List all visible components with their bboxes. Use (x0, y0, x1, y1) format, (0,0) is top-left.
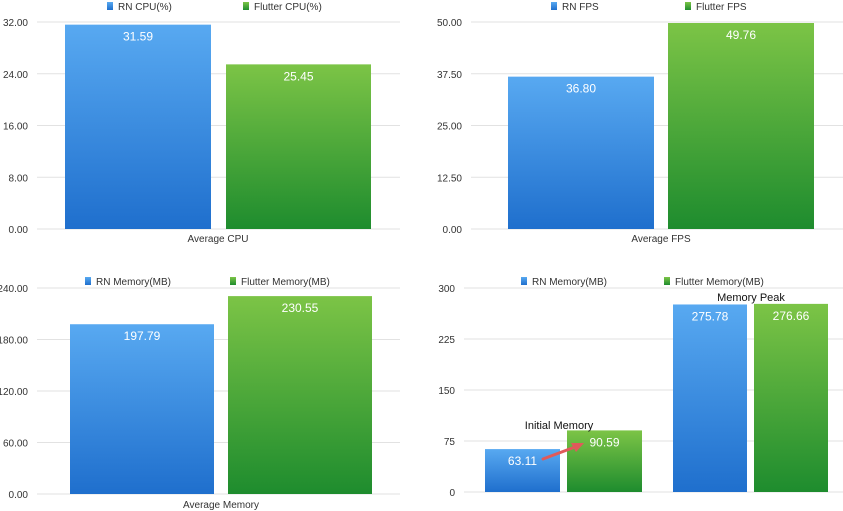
chart-4-annotation-peak: Memory Peak (717, 292, 785, 304)
chart-4-ytick-label: 75 (444, 437, 456, 448)
chart-1-ytick-label: 8.00 (9, 173, 29, 184)
chart-2-legend-swatch (551, 2, 557, 10)
chart-1-legend-swatch (107, 2, 113, 10)
chart-1-legend-label: RN CPU(%) (118, 2, 172, 13)
chart-4-value-label: 63.11 (508, 454, 537, 468)
chart-2-bar (508, 76, 654, 229)
chart-4-annotation-initial: Initial Memory (525, 420, 594, 432)
chart-4-value-label: 275.78 (692, 309, 729, 323)
chart-2-value-label: 36.80 (566, 82, 596, 96)
chart-1-ytick-label: 16.00 (3, 122, 28, 133)
chart-3-legend-swatch (230, 277, 236, 285)
chart-4-arrow-line (541, 445, 577, 461)
chart-3-bar (228, 296, 372, 494)
chart-2-ytick-label: 25.00 (437, 122, 462, 133)
chart-4-bar (567, 430, 642, 492)
chart-2-category-label: Average FPS (631, 234, 691, 245)
chart-2-legend-label: RN FPS (562, 2, 599, 13)
chart-1-legend-label: Flutter CPU(%) (254, 2, 322, 13)
chart-1-bar (65, 24, 211, 229)
chart-4-value-label: 90.59 (589, 435, 619, 449)
chart-4-legend-label: RN Memory(MB) (532, 277, 607, 288)
chart-2-ytick-label: 37.50 (437, 70, 462, 81)
chart-2-ytick-label: 50.00 (437, 18, 462, 29)
chart-3-category-label: Average Memory (183, 500, 259, 511)
chart-4-ytick-label: 225 (438, 335, 455, 346)
chart-2-ytick-label: 12.50 (437, 173, 462, 184)
chart-3-legend-swatch (85, 277, 91, 285)
chart-3-value-label: 230.55 (282, 301, 319, 315)
chart-4-legend-swatch (521, 277, 527, 285)
chart-3-value-label: 197.79 (124, 329, 161, 343)
chart-4-ytick-label: 150 (438, 386, 455, 397)
chart-2-bar (668, 22, 814, 229)
chart-1-ytick-label: 24.00 (3, 70, 28, 81)
chart-1-category-label: Average CPU (188, 234, 249, 245)
chart-4-value-label: 276.66 (773, 309, 810, 323)
chart-1-bar (226, 64, 371, 229)
chart-3-ytick-label: 60.00 (3, 439, 28, 450)
chart-4-ytick-label: 0 (449, 488, 455, 499)
chart-3-ytick-label: 240.00 (0, 284, 28, 295)
chart-2-value-label: 49.76 (726, 28, 756, 42)
chart-4-arrowhead-icon (571, 443, 584, 452)
chart-2-legend-label: Flutter FPS (696, 2, 747, 13)
chart-4-legend-swatch (664, 277, 670, 285)
chart-1-ytick-label: 0.00 (9, 225, 29, 236)
chart-3-legend-label: RN Memory(MB) (96, 277, 171, 288)
chart-1-value-label: 31.59 (123, 30, 153, 44)
chart-3-ytick-label: 180.00 (0, 336, 28, 347)
chart-1-ytick-label: 32.00 (3, 18, 28, 29)
chart-3-bar (70, 324, 214, 494)
chart-4-bar (673, 304, 747, 492)
chart-2-ytick-label: 0.00 (443, 225, 463, 236)
chart-1-legend-swatch (243, 2, 249, 10)
chart-3-legend-label: Flutter Memory(MB) (241, 277, 330, 288)
chart-3-ytick-label: 120.00 (0, 387, 28, 398)
chart-4-legend-label: Flutter Memory(MB) (675, 277, 764, 288)
chart-3-ytick-label: 0.00 (9, 490, 29, 501)
chart-4-ytick-label: 300 (438, 284, 455, 295)
chart-1-value-label: 25.45 (283, 69, 313, 83)
chart-4-bar (754, 303, 828, 492)
chart-2-legend-swatch (685, 2, 691, 10)
